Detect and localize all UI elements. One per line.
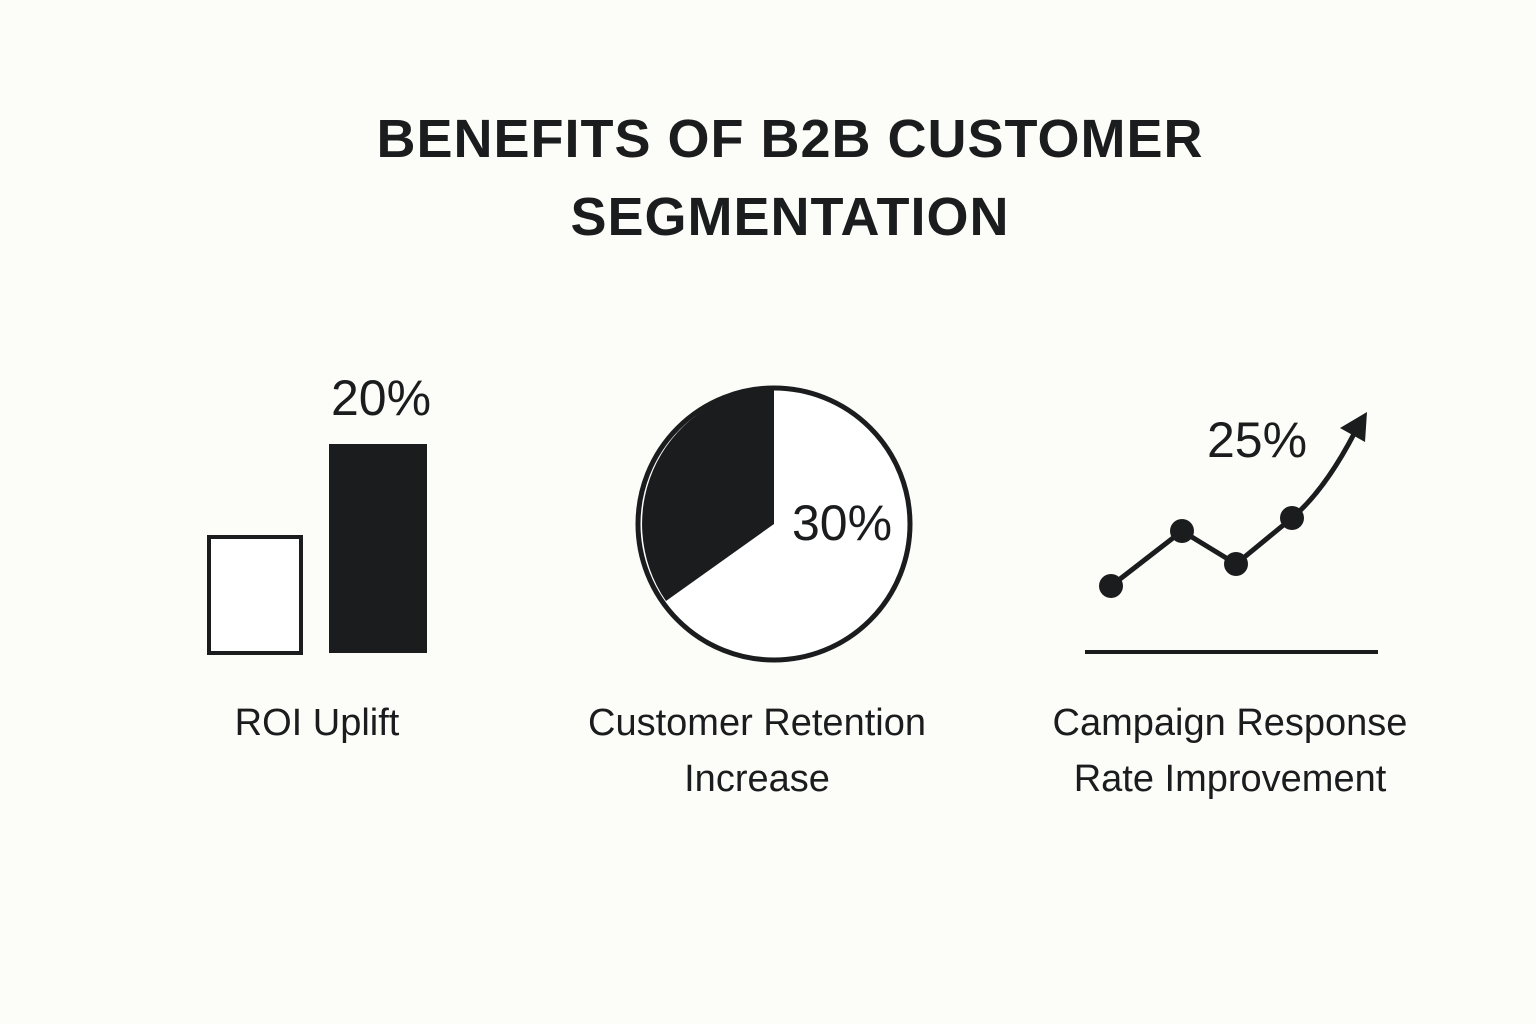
- bar-icon-light: [207, 535, 303, 655]
- bar-icon-dark: [329, 444, 427, 653]
- stat-label: ROI Uplift: [234, 702, 400, 744]
- stat-label: Customer Retention Increase: [588, 702, 926, 800]
- stat-value: 20%: [330, 370, 432, 426]
- line-icon-dot: [1280, 506, 1304, 530]
- stat-value: 25%: [1206, 412, 1308, 468]
- line-icon-arrow: [1340, 412, 1367, 442]
- stat-value: 30%: [791, 495, 893, 551]
- title: BENEFITS OF B2B CUSTOMER SEGMENTATION: [376, 109, 1204, 247]
- stat-label: Campaign Response Rate Improvement: [1052, 702, 1408, 800]
- pie-icon-slice: [642, 388, 774, 601]
- line-icon-path: [1109, 430, 1358, 588]
- line-icon-dot: [1170, 519, 1194, 543]
- line-icon-dot: [1099, 574, 1123, 598]
- line-icon-dot: [1224, 552, 1248, 576]
